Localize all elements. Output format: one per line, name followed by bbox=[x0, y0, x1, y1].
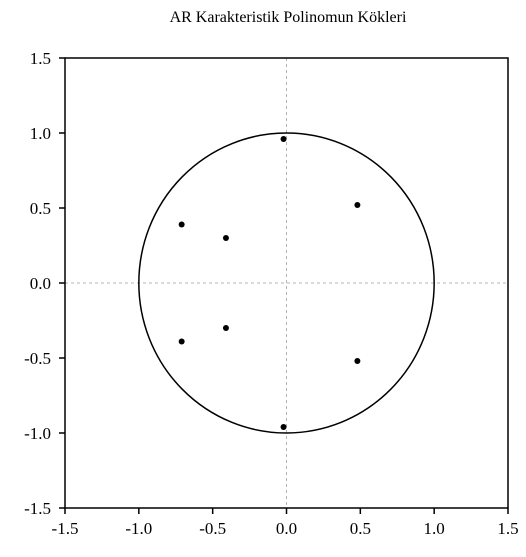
chart-title: AR Karakteristik Polinomun Kökleri bbox=[170, 9, 407, 26]
y-tick-label: 1.5 bbox=[30, 49, 51, 68]
y-tick-label: 0.0 bbox=[30, 274, 51, 293]
y-tick-label: -1.5 bbox=[24, 499, 51, 518]
root-point-8 bbox=[222, 325, 229, 331]
root-point-5 bbox=[178, 221, 185, 228]
x-tick-label: -1.5 bbox=[52, 519, 79, 538]
unit-circle bbox=[138, 132, 435, 434]
x-tick-label: 1.5 bbox=[497, 519, 518, 538]
root-point-3 bbox=[354, 202, 361, 208]
y-tick-label: 1.0 bbox=[30, 124, 51, 143]
root-point-2 bbox=[280, 424, 287, 430]
x-tick-label: 0.0 bbox=[276, 519, 297, 538]
root-point-7 bbox=[222, 235, 229, 241]
root-point-6 bbox=[178, 338, 185, 345]
y-axis-ticks: 1.5 1.0 0.5 0.0 -0.5 -1.0 -1.5 bbox=[24, 49, 65, 518]
y-tick-label: -1.0 bbox=[24, 424, 51, 443]
y-tick-label: -0.5 bbox=[24, 349, 51, 368]
unit-circle-group bbox=[138, 132, 435, 434]
x-tick-label: 0.5 bbox=[350, 519, 371, 538]
root-point-4 bbox=[354, 358, 361, 364]
root-point-1 bbox=[280, 136, 287, 142]
x-axis-ticks: -1.5 -1.0 -0.5 0.0 0.5 1.0 1.5 bbox=[52, 508, 519, 538]
x-tick-label: -1.0 bbox=[125, 519, 152, 538]
y-tick-label: 0.5 bbox=[30, 199, 51, 218]
zero-reference-lines bbox=[65, 58, 508, 508]
x-tick-label: 1.0 bbox=[424, 519, 445, 538]
root-points bbox=[178, 136, 361, 430]
x-tick-label: -0.5 bbox=[199, 519, 226, 538]
